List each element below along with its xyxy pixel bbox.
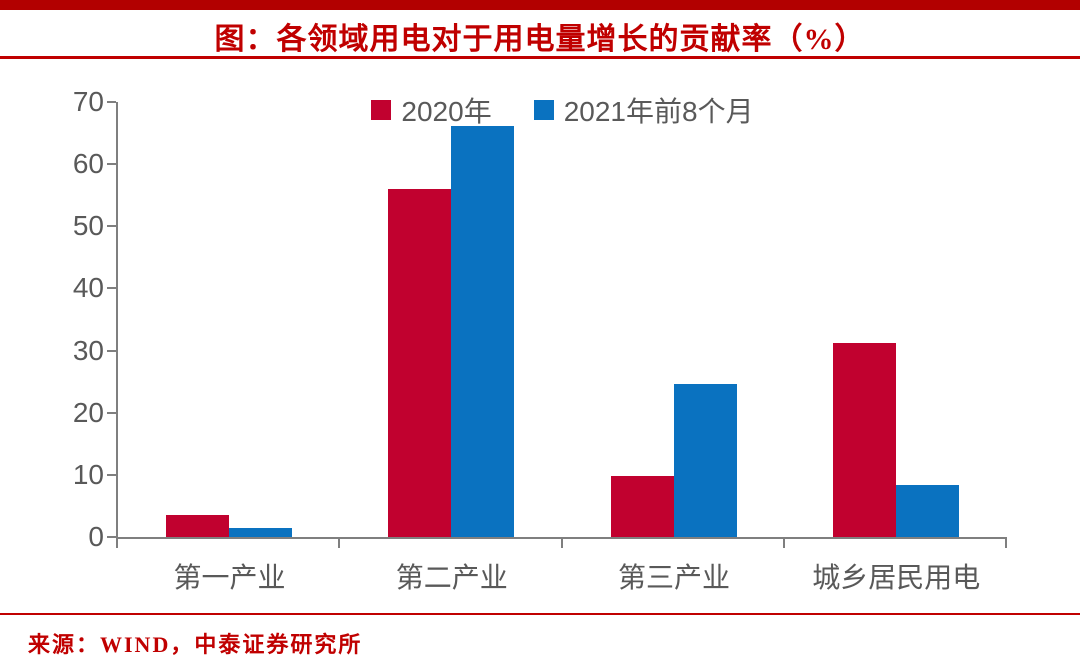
- y-axis-tick: [107, 287, 116, 290]
- bar-series1-cat1: [451, 126, 515, 537]
- x-category-label: 第一产业: [173, 563, 286, 594]
- top-accent-bar: [0, 0, 1080, 10]
- bar-series0-cat2: [610, 476, 674, 537]
- y-tick-label: 40: [72, 272, 104, 304]
- legend-swatch-icon: [371, 100, 392, 120]
- y-tick-label: 50: [72, 210, 104, 242]
- y-axis-tick: [107, 411, 116, 414]
- bar-series1-cat3: [895, 484, 959, 537]
- x-axis-tick: [338, 537, 341, 548]
- y-axis-tick: [107, 536, 116, 538]
- y-axis-tick: [107, 349, 116, 352]
- x-category-label: 第二产业: [395, 563, 508, 594]
- y-tick-label: 20: [72, 396, 104, 428]
- page-title: 图：各领域用电对于用电量增长的贡献率（%）: [214, 23, 866, 56]
- footer-rule: [0, 613, 1080, 615]
- x-axis-tick: [116, 537, 118, 548]
- y-axis-tick: [107, 101, 116, 103]
- y-tick-label: 60: [72, 148, 104, 180]
- x-axis-tick: [560, 537, 563, 548]
- legend-item-series1: 2021年前8个月: [533, 90, 754, 130]
- x-category-label: 城乡居民用电: [812, 563, 981, 594]
- bar-series0-cat0: [166, 515, 230, 537]
- bar-series1-cat2: [673, 383, 737, 537]
- legend-swatch-icon: [533, 100, 554, 120]
- y-tick-label: 30: [72, 334, 104, 366]
- title-rule: [0, 56, 1080, 59]
- bar-series0-cat1: [388, 189, 452, 537]
- y-axis-tick: [107, 225, 116, 228]
- bar-series0-cat3: [832, 342, 896, 537]
- y-tick-label: 10: [72, 458, 104, 490]
- y-tick-label: 0: [88, 521, 104, 552]
- y-tick-label: 70: [72, 86, 104, 117]
- x-category-label: 第三产业: [617, 563, 730, 594]
- legend-item-series0: 2020年: [371, 90, 492, 130]
- y-axis-tick: [107, 163, 116, 166]
- plot-area: [107, 101, 1007, 548]
- legend-label: 2020年: [401, 96, 492, 127]
- source-text: 来源：WIND，中泰证券研究所: [28, 632, 363, 657]
- legend-label: 2021年前8个月: [563, 96, 754, 127]
- y-axis-tick: [107, 473, 116, 476]
- x-axis-tick: [1005, 537, 1007, 548]
- x-axis-tick: [782, 537, 785, 548]
- chart-legend: 2020年 2021年前8个月: [118, 90, 1007, 130]
- bar-series1-cat0: [229, 527, 293, 537]
